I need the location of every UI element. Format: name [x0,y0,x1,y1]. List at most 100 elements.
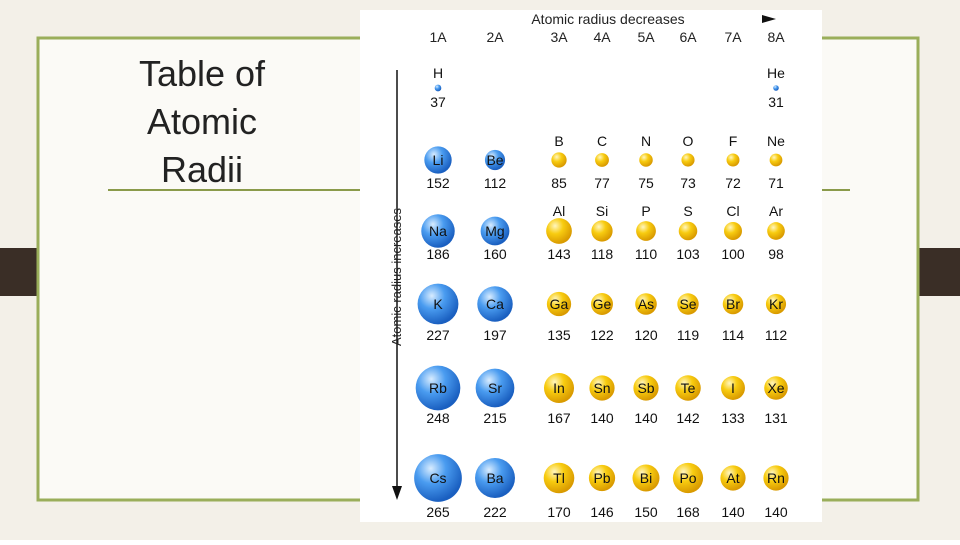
atom-sphere [591,220,613,242]
element-symbol: Be [486,152,503,168]
element-symbol: Sb [637,380,654,396]
element-symbol: F [729,133,738,149]
atomic-radius: 150 [634,504,658,520]
element-symbol: In [553,380,565,396]
group-label: 5A [637,29,655,45]
atomic-radius: 112 [484,175,507,191]
atom-sphere [635,293,657,315]
element-symbol: Rb [429,380,447,396]
top-arrow [762,15,776,23]
element-symbol: K [433,296,443,312]
side-label: Atomic radius increases [389,208,404,346]
atom-sphere [672,462,704,494]
atom-sphere [588,464,616,492]
atomic-radius: 72 [725,175,741,191]
atomic-radius: 167 [547,410,571,426]
atomic-radius: 140 [634,410,658,426]
atomic-radius: 152 [426,175,450,191]
atom-sphere [765,293,787,315]
atom-sphere [475,368,515,408]
element-symbol: B [554,133,563,149]
group-label: 6A [679,29,697,45]
group-label: 8A [767,29,785,45]
element-symbol: Cs [429,470,446,486]
element-symbol: At [726,470,739,486]
atomic-radius: 77 [594,175,610,191]
top-label: Atomic radius decreases [531,11,684,27]
atom-sphere [484,149,506,171]
atom-sphere [543,462,575,494]
element-symbol: Ga [550,296,569,312]
atom-sphere [675,375,701,401]
element-symbol: Ne [767,133,785,149]
atom-sphere [720,465,746,491]
atomic-radius: 31 [768,94,784,110]
atomic-radius: 160 [483,246,507,262]
atomic-radius: 170 [547,504,571,520]
group-label: 2A [486,29,504,45]
atom-sphere [632,464,660,492]
atom-sphere [591,293,613,315]
element-symbol: Sn [593,380,610,396]
atom-sphere [434,84,442,92]
title-line: Atomic [147,101,257,142]
element-symbol: Pb [593,470,610,486]
atom-sphere [636,221,656,241]
element-symbol: P [641,203,650,219]
atom-sphere [475,458,515,498]
figure-background [360,10,822,522]
atomic-radius: 103 [676,246,700,262]
atomic-radius: 135 [547,327,571,343]
atomic-radius: 215 [483,410,507,426]
atom-sphere [726,153,740,167]
atomic-radius: 98 [768,246,784,262]
atomic-radius: 112 [765,327,788,343]
atom-sphere [769,153,783,167]
atom-sphere [424,146,452,174]
atom-sphere [543,372,575,404]
atom-sphere [767,222,785,240]
atom-sphere [763,465,789,491]
atomic-radius: 71 [768,175,784,191]
atom-sphere [546,218,572,244]
atom-sphere [677,293,699,315]
atomic-radius: 140 [764,504,788,520]
atom-sphere [414,454,462,502]
element-symbol: Cl [726,203,739,219]
element-symbol: Al [553,203,565,219]
element-symbol: H [433,65,443,81]
element-symbol: N [641,133,651,149]
atomic-radius: 119 [677,327,700,343]
element-symbol: Si [596,203,608,219]
atomic-radius: 142 [676,410,700,426]
element-symbol: C [597,133,607,149]
atom-sphere [721,376,745,400]
side-arrow-head [392,486,402,500]
group-label: 1A [429,29,447,45]
atom-sphere [678,221,698,241]
atomic-radius: 85 [551,175,567,191]
element-symbol: Na [429,223,447,239]
element-symbol: Te [681,380,696,396]
atom-sphere [681,153,695,167]
atom-sphere [724,222,742,240]
atomic-radius: 100 [721,246,745,262]
element-symbol: Tl [553,470,565,486]
element-symbol: Ar [769,203,783,219]
atomic-radius: 227 [426,327,450,343]
element-symbol: Sr [488,380,502,396]
atomic-radius: 140 [590,410,614,426]
atomic-radius: 265 [426,504,450,520]
atomic-radius: 131 [764,410,788,426]
atom-sphere [415,365,461,411]
element-symbol: Xe [767,380,784,396]
title-line: Radii [161,149,243,190]
atom-sphere [722,293,744,315]
atomic-radius: 168 [676,504,700,520]
element-symbol: Ca [486,296,504,312]
element-symbol: Mg [485,223,504,239]
element-symbol: He [767,65,785,81]
atomic-radius: 118 [591,246,614,262]
